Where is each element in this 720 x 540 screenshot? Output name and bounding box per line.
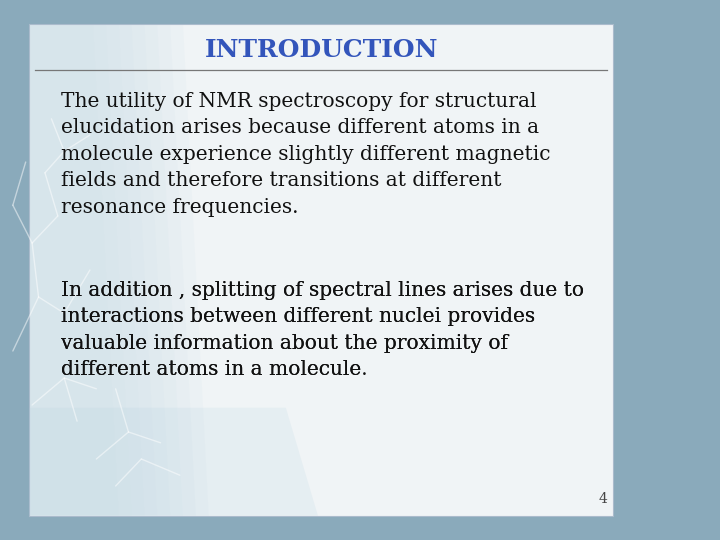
Polygon shape — [29, 408, 318, 516]
Text: The utility of NMR spectroscopy for structural
elucidation arises because differ: The utility of NMR spectroscopy for stru… — [61, 92, 551, 217]
Text: In addition , splitting of spectral lines arises due to
interactions between dif: In addition , splitting of spectral line… — [61, 281, 584, 379]
FancyBboxPatch shape — [29, 24, 613, 516]
Polygon shape — [29, 24, 196, 516]
Text: 4: 4 — [598, 492, 607, 506]
Text: INTRODUCTION: INTRODUCTION — [204, 38, 438, 62]
Text: In addition , splitting of spectral lines arises due to
interactions between dif: In addition , splitting of spectral line… — [61, 281, 644, 385]
Text: In addition , splitting of spectral lines arises due to
interactions between dif: In addition , splitting of spectral line… — [61, 281, 584, 379]
Polygon shape — [29, 24, 209, 516]
